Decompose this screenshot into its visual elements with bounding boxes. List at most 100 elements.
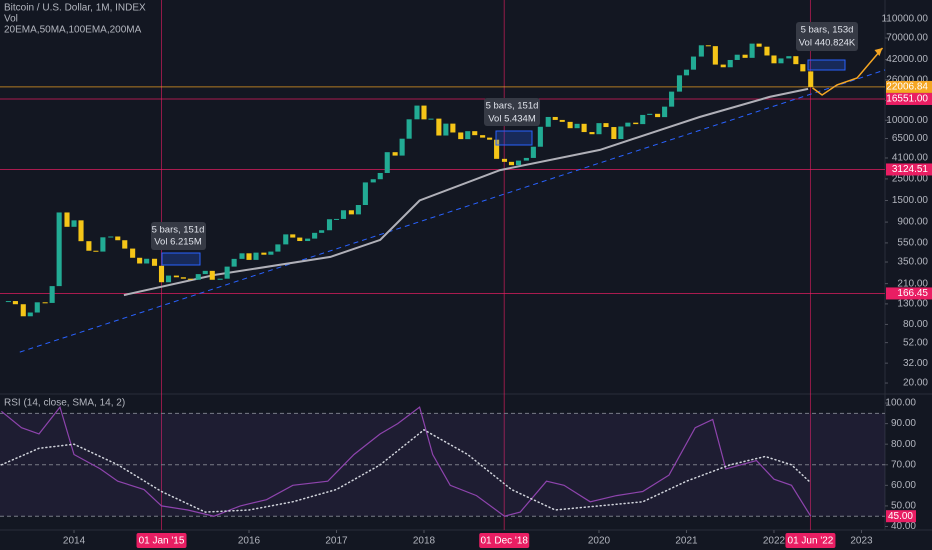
candle — [340, 210, 347, 219]
candle — [778, 58, 784, 64]
y-tick-label: 32.00 — [903, 358, 928, 369]
candle — [727, 59, 733, 68]
candle — [290, 234, 296, 238]
level-label-bg — [886, 92, 932, 105]
candle — [71, 220, 77, 227]
candle — [384, 152, 390, 173]
y-tick-label: 110000.00 — [881, 14, 928, 25]
y-tick-label: 100.00 — [885, 398, 916, 409]
candle — [86, 241, 92, 251]
level-label-bg — [886, 163, 932, 176]
symbol: Bitcoin / U.S. Dollar, 1M, INDEX — [4, 3, 146, 14]
y-tick-label: 2500.00 — [892, 174, 929, 185]
candle — [428, 118, 434, 120]
annotation-bars: 5 bars, 153d — [801, 25, 854, 36]
candle — [180, 277, 186, 279]
y-tick-label: 80.00 — [891, 439, 916, 450]
y-tick-label: 900.00 — [897, 217, 928, 228]
candle — [399, 138, 405, 156]
candle — [78, 220, 84, 242]
annotation-vol: Vol 5.434M — [488, 114, 536, 125]
candle — [173, 275, 179, 278]
y-tick-label: 4100.00 — [892, 153, 929, 164]
x-tick-highlight — [136, 533, 187, 548]
x-tick-label: 01 Jun '22 — [788, 536, 834, 547]
candle — [217, 278, 223, 280]
candle — [465, 131, 471, 140]
candle — [158, 265, 165, 283]
candle — [151, 258, 158, 266]
candle — [100, 237, 106, 252]
candle — [187, 278, 193, 280]
range-box — [495, 130, 533, 146]
candle — [305, 238, 311, 242]
candle — [487, 137, 493, 140]
candle — [283, 234, 289, 245]
rsi-title: RSI (14, close, SMA, 14, 2) — [4, 398, 125, 409]
candle — [458, 132, 464, 140]
candle — [93, 250, 99, 252]
candle — [42, 302, 48, 304]
candle — [333, 218, 340, 220]
candle — [144, 258, 150, 264]
candle — [508, 161, 515, 166]
candle — [611, 127, 617, 139]
candle — [537, 126, 543, 147]
rsi-line — [1, 405, 812, 517]
x-tick-highlight — [785, 533, 836, 548]
x-tick-label: 01 Jan '15 — [139, 536, 185, 547]
candle — [690, 56, 697, 70]
y-tick-label: 26000.00 — [886, 75, 928, 86]
candle — [618, 126, 624, 139]
y-tick-label: 90.00 — [891, 418, 916, 429]
candle — [56, 212, 62, 287]
candle — [494, 139, 500, 159]
candle — [720, 64, 726, 68]
candle — [545, 116, 551, 127]
candle — [312, 232, 318, 239]
candle — [20, 304, 26, 317]
candle — [261, 252, 267, 255]
y-tick-label: 80.00 — [903, 319, 928, 330]
y-tick-label: 70.00 — [891, 459, 916, 470]
candle — [195, 274, 201, 280]
candle — [581, 123, 587, 133]
candle — [530, 146, 536, 158]
projection — [812, 47, 884, 96]
candle — [625, 122, 631, 127]
candle — [115, 236, 121, 241]
y-tick-label: 130.00 — [897, 299, 928, 310]
indicators: 20EMA,50MA,100EMA,200MA — [4, 25, 142, 36]
rsi-pane: RSI (14, close, SMA, 14, 2) 100.00 90.00 80… — [0, 398, 916, 532]
candle — [655, 113, 661, 118]
x-tick-label: 2020 — [588, 536, 611, 547]
x-tick-label: 2017 — [325, 536, 348, 547]
candle — [567, 121, 573, 129]
annotation-vol: Vol 6.215M — [154, 237, 202, 248]
projection-arrow — [874, 47, 883, 56]
candle — [669, 91, 675, 107]
candle — [231, 258, 237, 267]
candle — [683, 69, 690, 76]
candle — [596, 123, 602, 135]
candle — [297, 237, 303, 242]
candle — [326, 219, 333, 231]
candle — [589, 132, 595, 135]
candle — [472, 131, 478, 136]
level-label-bg — [886, 287, 932, 300]
volume-label: Vol — [4, 14, 18, 25]
candle — [480, 135, 486, 138]
candle — [406, 119, 412, 139]
candle — [515, 160, 522, 166]
candle — [224, 266, 230, 279]
candle — [786, 56, 792, 59]
candle — [808, 71, 814, 87]
y-tick-label: 70000.00 — [886, 33, 928, 44]
annotation-bars: 5 bars, 151d — [486, 101, 539, 112]
level-label: 16551.00 — [886, 94, 928, 105]
candle — [392, 152, 398, 156]
candle — [734, 54, 740, 60]
